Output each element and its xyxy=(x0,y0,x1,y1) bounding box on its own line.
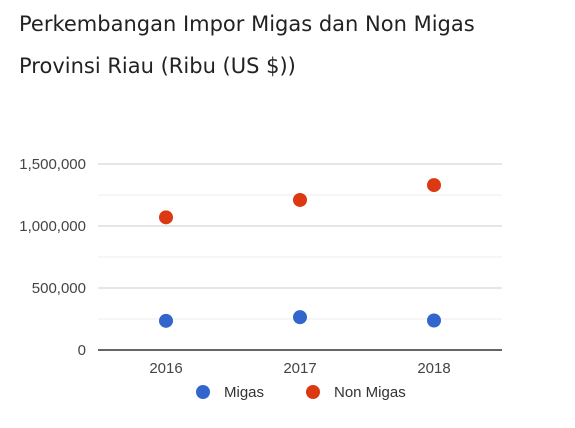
x-tick-label: 2018 xyxy=(417,360,450,377)
legend-item-non-migas[interactable]: Non Migas xyxy=(306,384,406,401)
x-tick-label: 2017 xyxy=(283,360,316,377)
data-point-migas[interactable] xyxy=(427,313,441,328)
x-tick-label: 2016 xyxy=(149,360,182,377)
legend[interactable]: Migas Non Migas xyxy=(196,384,406,401)
y-tick-label: 1,000,000 xyxy=(19,218,86,235)
data-point-migas[interactable] xyxy=(159,313,173,328)
chart-title: Perkembangan Impor Migas dan Non Migas P… xyxy=(19,12,475,78)
data-points xyxy=(159,178,441,328)
gridlines xyxy=(98,163,502,320)
y-tick-label: 1,500,000 xyxy=(19,156,86,173)
legend-label: Non Migas xyxy=(334,384,406,401)
data-point-non-migas[interactable] xyxy=(293,192,307,207)
legend-label: Migas xyxy=(224,384,264,401)
y-tick-label: 0 xyxy=(78,342,86,359)
axes: 0 500,000 1,000,000 1,500,000 2016 2017 2018 xyxy=(19,156,502,377)
data-point-migas[interactable] xyxy=(293,310,307,325)
legend-item-migas[interactable]: Migas xyxy=(196,384,264,401)
data-point-non-migas[interactable] xyxy=(159,210,173,225)
y-tick-label: 500,000 xyxy=(32,280,86,297)
legend-marker xyxy=(306,385,320,399)
data-point-non-migas[interactable] xyxy=(427,178,441,193)
legend-marker xyxy=(196,385,210,399)
